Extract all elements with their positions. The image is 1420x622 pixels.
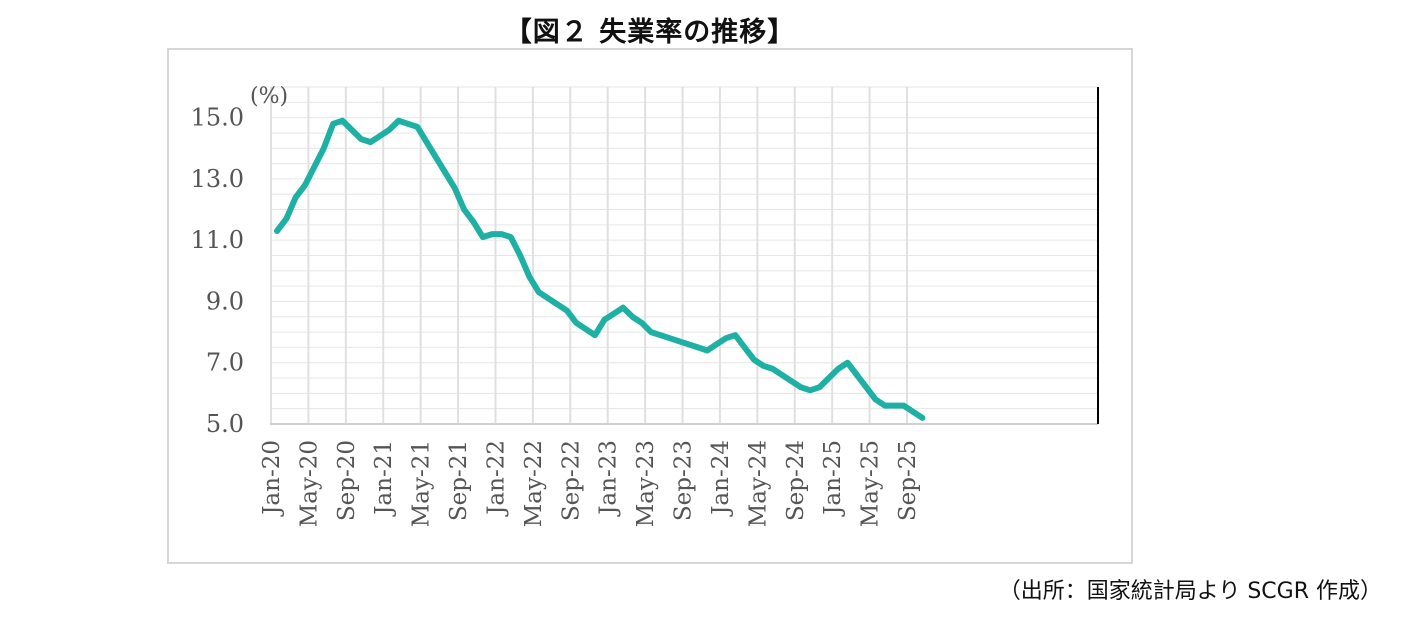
source-note: （出所：国家統計局より SCGR 作成） — [998, 579, 1382, 604]
x-tick-label: May-20 — [296, 440, 322, 527]
y-axis-unit-label: (%) — [250, 84, 288, 109]
x-tick-label: Sep-20 — [334, 440, 360, 521]
x-tick-label: Jan-23 — [596, 440, 622, 517]
y-tick-label: 7.0 — [206, 349, 244, 377]
x-tick-label: Sep-24 — [783, 440, 809, 521]
chart-area — [167, 48, 1133, 564]
y-tick-label: 9.0 — [206, 287, 244, 315]
series-layer — [274, 117, 926, 421]
chart-title: 【図２ 失業率の推移】 — [504, 17, 796, 48]
gridlines — [270, 86, 1098, 425]
x-tick-label: Jan-21 — [371, 440, 397, 517]
x-tick-label: May-25 — [858, 440, 884, 527]
x-tick-label: May-22 — [521, 440, 547, 527]
x-tick-label: Jan-20 — [259, 440, 285, 517]
x-tick-label: Jan-22 — [483, 440, 509, 517]
unemployment-rate-line — [274, 117, 926, 421]
axes — [270, 87, 1099, 425]
x-tick-label: Sep-21 — [446, 440, 472, 521]
x-tick-label: Sep-22 — [558, 440, 584, 521]
x-tick-label: May-21 — [409, 440, 435, 527]
y-tick-label: 5.0 — [206, 410, 244, 438]
x-tick-label: May-24 — [745, 440, 771, 527]
y-tick-label: 13.0 — [191, 165, 244, 193]
x-tick-label: Jan-25 — [820, 440, 846, 517]
x-tick-label: Sep-23 — [671, 440, 697, 521]
y-tick-label: 15.0 — [191, 104, 244, 132]
x-tick-label: Sep-25 — [895, 440, 921, 521]
x-tick-label: Jan-24 — [708, 440, 734, 517]
y-axis-ticks: 5.0 7.0 9.0 11.0 13.0 15.0 — [191, 104, 244, 438]
x-axis-ticks: Jan-20 May-20 Sep-20 Jan-21 May-21 Sep-21 Jan-… — [259, 440, 921, 527]
y-tick-label: 11.0 — [191, 226, 244, 254]
x-tick-label: May-23 — [633, 440, 659, 527]
